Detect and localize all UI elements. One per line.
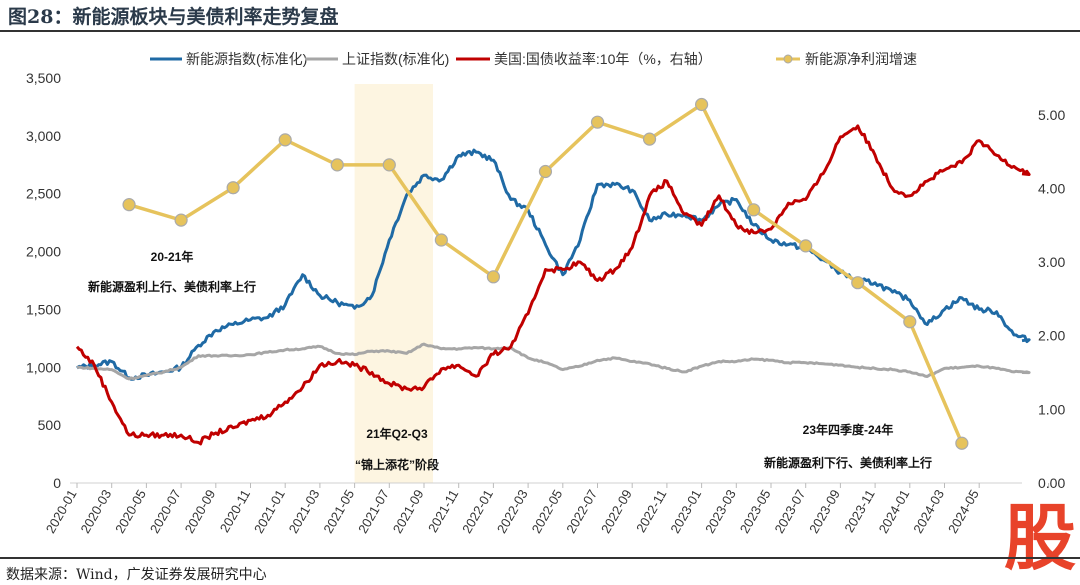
annotation-2020-21-desc: 新能源盈利上行、美债利率上行 — [88, 279, 256, 294]
left-y-tick-label: 1,500 — [26, 301, 61, 317]
right-y-tick-label: 5.00 — [1038, 107, 1065, 123]
x-tick-label: 2023-09 — [806, 487, 843, 536]
right-y-tick-label: 2.00 — [1038, 328, 1065, 344]
x-tick-label: 2020-01 — [43, 487, 80, 536]
right-y-tick-label: 0.00 — [1038, 475, 1065, 491]
right-y-tick-label: 1.00 — [1038, 401, 1065, 417]
x-tick-label: 2022-03 — [494, 487, 531, 536]
right-y-tick-label: 4.00 — [1038, 180, 1065, 196]
x-tick-label: 2022-07 — [563, 487, 600, 536]
x-tick-label: 2024-03 — [910, 487, 947, 536]
profit-growth-point — [538, 164, 553, 179]
left-y-tick-label: 500 — [38, 417, 62, 433]
x-tick-label: 2021-05 — [320, 487, 357, 536]
profit-growth-point — [955, 436, 969, 450]
legend-label-sse: 上证指数(标准化) — [342, 51, 449, 67]
annotation-21q2q3-title: 21年Q2-Q3 — [366, 426, 428, 441]
profit-growth-point — [747, 203, 761, 217]
x-tick-label: 2020-09 — [182, 487, 219, 536]
legend-marker-profit — [783, 54, 793, 64]
profit-growth-point — [903, 315, 917, 329]
watermark-logo: 股 — [1004, 496, 1077, 580]
profit-growth-point — [174, 213, 188, 227]
left-y-tick-label: 3,000 — [26, 128, 61, 144]
profit-growth-point — [278, 133, 292, 147]
x-tick-label: 2021-01 — [251, 487, 288, 536]
x-tick-label: 2024-05 — [945, 487, 982, 536]
annotation-2020-21-title: 20-21年 — [151, 249, 194, 264]
x-tick-label: 2022-01 — [459, 487, 496, 536]
left-y-tick-label: 3,500 — [26, 70, 61, 86]
right-y-tick-label: 3.00 — [1038, 254, 1065, 270]
x-tick-label: 2023-05 — [737, 487, 774, 536]
x-tick-label: 2024-01 — [876, 487, 913, 536]
annotation-21q2q3-desc: “锦上添花”阶段 — [355, 457, 440, 472]
left-y-tick-label: 2,000 — [26, 244, 61, 260]
series-lines — [75, 97, 1031, 450]
profit-growth-point — [486, 270, 500, 284]
x-tick-label: 2020-05 — [112, 487, 149, 536]
profit-growth-point — [122, 198, 136, 212]
shaded-region — [354, 84, 433, 483]
x-tick-label: 2023-01 — [667, 487, 704, 536]
source-note: 数据来源：Wind，广发证券发展研究中心 — [6, 567, 267, 583]
x-tick-label: 2021-09 — [390, 487, 427, 536]
x-tick-label: 2022-11 — [633, 487, 669, 535]
legend-label-new-energy: 新能源指数(标准化) — [186, 51, 307, 67]
x-tick-label: 2020-11 — [217, 487, 253, 535]
profit-growth-point — [382, 158, 396, 172]
profit-growth-point — [799, 239, 813, 253]
footer-divider — [0, 557, 1080, 559]
new-energy-index-line — [76, 148, 1031, 381]
x-tick-label: 2022-09 — [598, 487, 635, 536]
profit-growth-point — [642, 132, 657, 146]
x-tick-label: 2022-05 — [529, 487, 566, 536]
profit-growth-point — [851, 276, 865, 290]
profit-growth-point — [330, 158, 344, 172]
legend-label-ust: 美国:国债收益率:10年（%，右轴） — [494, 51, 712, 67]
left-y-tick-label: 0 — [53, 475, 61, 491]
profit-growth-point — [694, 97, 709, 112]
left-y-tick-label: 2,500 — [26, 186, 61, 202]
left-y-tick-label: 1,000 — [26, 359, 61, 375]
profit-growth-point — [434, 233, 448, 247]
legend: 新能源指数(标准化) 上证指数(标准化) 美国:国债收益率:10年（%，右轴） … — [150, 51, 917, 67]
x-tick-label: 2021-07 — [355, 487, 392, 536]
x-tick-label: 2023-11 — [841, 487, 877, 535]
annotation-23q4-24-desc: 新能源盈利下行、美债利率上行 — [764, 455, 932, 470]
x-tick-label: 2020-03 — [77, 487, 114, 536]
profit-growth-point — [226, 181, 240, 195]
sse-index-line — [77, 342, 1031, 381]
legend-label-profit: 新能源净利润增速 — [805, 51, 917, 67]
x-tick-label: 2023-07 — [771, 487, 808, 536]
x-tick-label: 2021-11 — [425, 487, 461, 535]
us10y-yield-line — [75, 124, 1031, 446]
x-tick-label: 2023-03 — [702, 487, 739, 536]
annotations: 20-21年 新能源盈利上行、美债利率上行 21年Q2-Q3 “锦上添花”阶段 … — [88, 249, 932, 472]
x-tick-label: 2021-03 — [286, 487, 323, 536]
annotation-23q4-24-title: 23年四季度-24年 — [803, 422, 894, 437]
figure-title: 图28：新能源板块与美债利率走势复盘 — [8, 6, 339, 28]
title-divider — [0, 30, 1080, 32]
x-tick-label: 2020-07 — [147, 487, 184, 536]
profit-growth-point — [590, 115, 605, 129]
